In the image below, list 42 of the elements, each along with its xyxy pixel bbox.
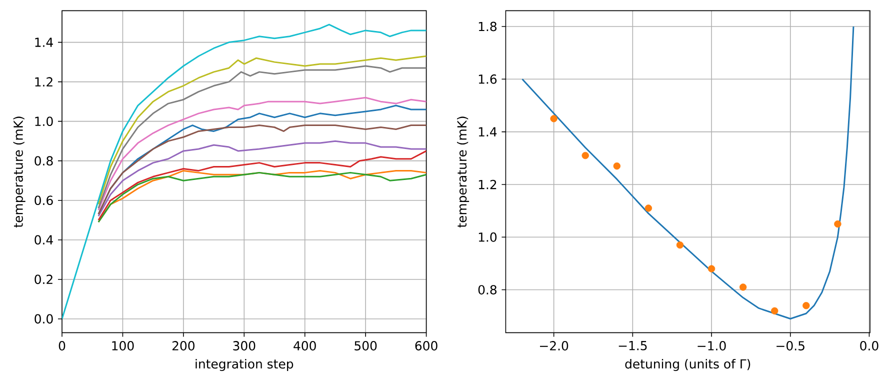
y-tick-label: 0.4: [34, 235, 53, 245]
y-tick-label: 0.2: [34, 274, 52, 284]
x-axis-title: integration step: [196, 358, 294, 372]
y-tick-label: 0.8: [478, 285, 497, 294]
x-tick-label: 300: [233, 341, 256, 350]
y-axis-title: temperature (mK): [457, 116, 470, 228]
point: [550, 115, 558, 122]
x-tick-label: −1.0: [698, 341, 726, 350]
x-tick-label: 0: [58, 341, 66, 350]
point: [739, 284, 747, 291]
y-axis-title: temperature (mK): [13, 116, 26, 228]
y-tick-label: 1.8: [478, 22, 497, 32]
point: [613, 162, 620, 170]
x-tick-label: 400: [294, 341, 316, 350]
y-tick-label: 0.8: [34, 156, 53, 166]
y-tick-label: 1.6: [478, 74, 497, 84]
x-tick-label: 0.0: [860, 341, 878, 350]
y-tick-label: 0.0: [34, 314, 53, 324]
x-tick-label: 100: [112, 341, 134, 350]
x-tick-label: −0.5: [776, 341, 804, 350]
point: [802, 302, 810, 310]
y-tick-label: 1.2: [478, 180, 496, 190]
x-tick-label: −2.0: [540, 341, 568, 350]
x-tick-label: 500: [354, 341, 377, 350]
point: [834, 220, 842, 228]
point: [582, 152, 589, 160]
y-tick-label: 1.4: [35, 38, 53, 47]
y-tick-label: 1.4: [478, 127, 497, 136]
x-axis-title: detuning (units of Γ): [625, 358, 750, 372]
line-series: [522, 26, 854, 320]
x-tick-label: 200: [172, 341, 194, 350]
y-tick-label: 1.0: [478, 232, 497, 242]
x-tick-label: 600: [415, 341, 438, 350]
line-series: [98, 150, 426, 221]
point: [676, 241, 684, 249]
point: [708, 265, 716, 272]
y-tick-label: 0.6: [34, 196, 53, 206]
x-tick-label: −1.5: [618, 341, 647, 350]
point: [644, 204, 652, 212]
point: [771, 307, 778, 314]
y-tick-label: 1.2: [35, 77, 52, 86]
y-tick-label: 1.0: [35, 116, 53, 126]
